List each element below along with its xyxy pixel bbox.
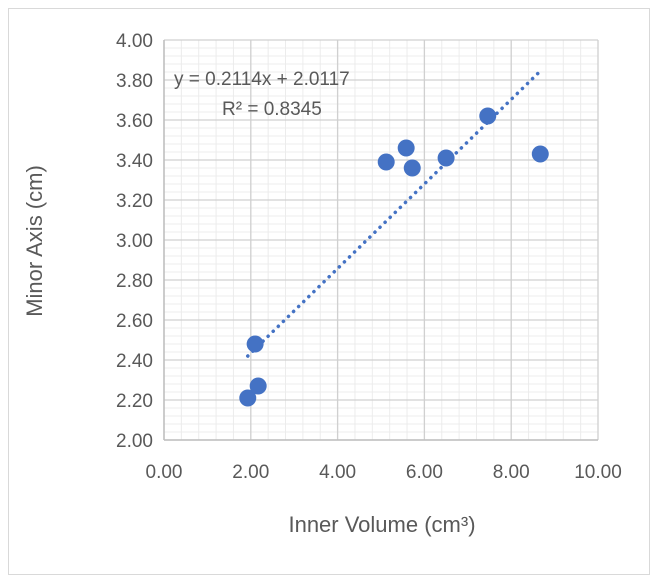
x-tick-label: 8.00 bbox=[493, 462, 530, 483]
x-axis-title: Inner Volume (cm³) bbox=[288, 512, 475, 537]
data-points bbox=[239, 107, 549, 407]
trendline-r-squared: R² = 0.8345 bbox=[222, 99, 322, 120]
y-tick-label: 3.80 bbox=[116, 71, 153, 92]
x-tick-label: 6.00 bbox=[406, 462, 443, 483]
y-tick-label: 2.80 bbox=[116, 271, 153, 292]
data-point bbox=[397, 139, 415, 157]
y-tick-label: 2.20 bbox=[116, 391, 153, 412]
data-point bbox=[531, 145, 549, 163]
y-tick-label: 2.60 bbox=[116, 311, 153, 332]
y-tick-label: 2.40 bbox=[116, 351, 153, 372]
data-point bbox=[377, 153, 395, 171]
data-point bbox=[249, 377, 267, 395]
data-point bbox=[403, 159, 421, 177]
data-point bbox=[239, 389, 257, 407]
trendline-equation: y = 0.2114x + 2.0117 bbox=[174, 69, 350, 90]
data-point bbox=[479, 107, 497, 125]
y-axis: 2.00 2.20 2.40 2.60 2.80 3.00 3.20 3.40 3.60 3.80… bbox=[116, 31, 165, 452]
y-tick-label: 4.00 bbox=[116, 31, 153, 52]
x-tick-label: 10.00 bbox=[574, 462, 622, 483]
chart-frame bbox=[8, 8, 650, 575]
x-tick-label: 0.00 bbox=[146, 462, 183, 483]
y-tick-label: 3.40 bbox=[116, 151, 153, 172]
y-tick-label: 2.00 bbox=[116, 431, 153, 452]
data-point bbox=[246, 335, 264, 353]
y-tick-label: 3.00 bbox=[116, 231, 153, 252]
x-tick-label: 4.00 bbox=[319, 462, 356, 483]
y-tick-label: 3.20 bbox=[116, 191, 153, 212]
x-tick-label: 2.00 bbox=[232, 462, 269, 483]
y-axis-title: Minor Axis (cm) bbox=[22, 165, 47, 317]
y-tick-label: 3.60 bbox=[116, 111, 153, 132]
x-axis: 0.00 2.00 4.00 6.00 8.00 10.00 bbox=[146, 439, 622, 483]
data-point bbox=[437, 149, 455, 167]
